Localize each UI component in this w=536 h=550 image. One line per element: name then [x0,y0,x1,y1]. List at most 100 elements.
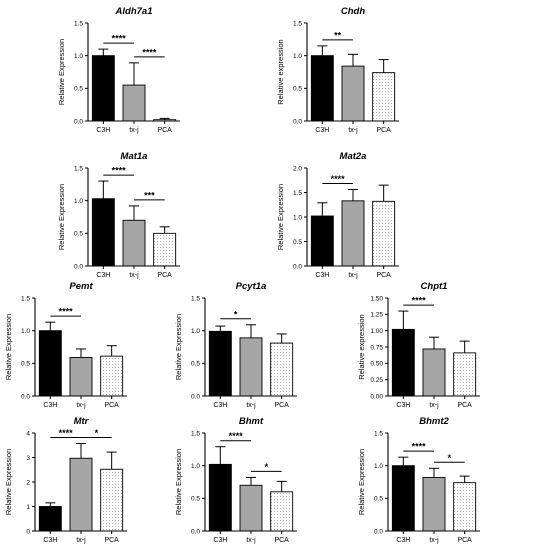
chart-panel-mat1a: Mat1a Relative Expression 0.0 0.5 1.0 1.5 C3H t… [57,151,180,279]
category-label: tx-j [129,272,139,279]
y-tick-label: 1.5 [74,165,83,172]
bar-tx-j [341,65,365,122]
chart-panel-bhmt2: Bhmt2 Relative Expression 0.0 0.5 1.0 1.5 C3H t… [357,416,480,544]
chart-title: Mtr [74,416,90,427]
y-axis-label: Relative expression [357,314,366,379]
bar-c3h [91,55,115,122]
y-tick-label: 1.00 [370,328,383,335]
y-tick-label: 1.0 [74,53,83,60]
y-tick-label: 1.5 [374,430,383,437]
bar-c3h [38,330,62,397]
y-tick-label: 0.5 [191,496,200,503]
bar-tx-j [422,348,446,397]
y-tick-label: 0.5 [293,86,302,93]
significance-label: **** [412,442,427,452]
y-tick-label: 1.0 [293,214,302,221]
significance-label: **** [142,47,157,57]
category-label: C3H [96,272,110,279]
chart-title: Pemt [69,281,93,292]
bar-pca [100,355,124,397]
category-label: PCA [457,537,472,544]
category-label: PCA [376,127,391,134]
bar-c3h [391,465,415,532]
y-tick-label: 0.25 [370,377,383,384]
y-tick-label: 0.5 [191,361,200,368]
y-tick-label: 0.0 [293,118,302,125]
chart-title: Bhmt [239,416,264,427]
significance-label: **** [229,431,244,441]
significance-label: **** [331,174,346,184]
significance-label: *** [144,190,155,200]
significance-label: * [95,428,99,438]
category-label: C3H [315,272,329,279]
category-label: PCA [274,537,289,544]
y-tick-label: 1.0 [191,328,200,335]
category-label: tx-j [348,127,358,134]
category-label: tx-j [246,537,256,544]
bar-tx-j [239,337,263,397]
bar-pca [153,232,177,267]
category-label: tx-j [429,402,439,409]
bar-pca [270,342,294,397]
category-label: C3H [43,402,57,409]
category-label: PCA [457,402,472,409]
y-axis-label: Relative Expression [57,184,66,250]
category-label: tx-j [129,127,139,134]
y-tick-label: 0.5 [74,231,83,238]
bar-c3h [391,328,415,397]
y-tick-label: 0.5 [74,86,83,93]
bar-tx-j [122,219,146,267]
bar-c3h [38,506,62,532]
y-tick-label: 2 [26,479,30,486]
y-tick-label: 0.00 [370,393,383,400]
category-label: C3H [213,402,227,409]
significance-label: **** [112,34,127,44]
y-tick-label: 0.0 [374,528,383,535]
y-tick-label: 4 [26,430,30,437]
y-axis-label: Relative Expression [276,184,285,250]
category-label: tx-j [429,537,439,544]
y-axis-label: Relative expression [276,39,285,104]
significance-label: * [234,309,238,319]
category-label: C3H [96,127,110,134]
chart-title: Mat2a [340,151,367,162]
y-tick-label: 1.5 [191,430,200,437]
bar-pca [100,468,124,532]
category-label: tx-j [76,402,86,409]
chart-title: Chpt1 [421,281,448,292]
y-tick-label: 3 [26,455,30,462]
chart-panel-chpt1: Chpt1 Relative expression 0.00 0.25 0.50 0.75… [357,281,480,409]
category-label: C3H [315,127,329,134]
y-axis-label: Relative Expression [57,39,66,105]
category-label: PCA [104,537,119,544]
bar-c3h [208,463,232,532]
y-tick-label: 1.0 [21,328,30,335]
significance-label: * [265,462,269,472]
y-tick-label: 1.5 [191,295,200,302]
category-label: C3H [43,537,57,544]
significance-label: **** [59,307,74,317]
y-tick-label: 1.5 [293,20,302,27]
category-label: tx-j [246,402,256,409]
y-tick-label: 1 [26,504,30,511]
y-tick-label: 0.75 [370,344,383,351]
category-label: C3H [396,537,410,544]
significance-label: **** [412,296,427,306]
y-tick-label: 1.5 [21,295,30,302]
bar-pca [453,352,477,397]
bar-c3h [310,215,334,267]
bar-tx-j [69,457,93,532]
y-tick-label: 1.0 [74,198,83,205]
chart-panel-pemt: Pemt Relative Expression 0.0 0.5 1.0 1.5 C3H tx… [4,281,127,409]
chart-title: Pcyt1a [236,281,267,292]
bar-tx-j [69,357,93,397]
y-tick-label: 1.50 [370,295,383,302]
significance-label: **** [59,428,74,438]
chart-panel-bhmt: Bhmt Relative Expression 0.0 0.5 1.0 1.5 C3H tx… [174,416,297,544]
bar-pca [372,72,396,122]
bar-pca [372,200,396,267]
y-tick-label: 0.5 [293,239,302,246]
y-tick-label: 1.0 [374,463,383,470]
